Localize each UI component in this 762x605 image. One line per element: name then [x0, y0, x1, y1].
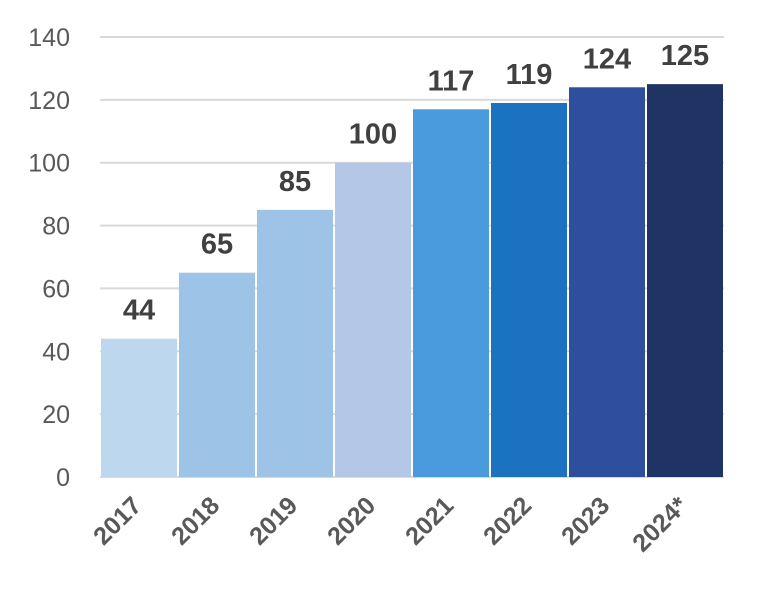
- y-tick-label: 20: [42, 401, 70, 429]
- data-label: 124: [583, 43, 631, 75]
- y-tick-label: 60: [42, 275, 70, 303]
- bar: [335, 162, 411, 477]
- data-labels: 44 65 85 100 117 119 124 125: [123, 40, 709, 327]
- bar: [647, 84, 723, 478]
- data-label: 85: [279, 166, 311, 198]
- data-label: 119: [506, 59, 553, 91]
- bar: [179, 272, 255, 477]
- y-tick-label: 80: [42, 213, 70, 241]
- y-tick-label: 140: [28, 24, 70, 52]
- x-category-label: 2020: [322, 491, 381, 550]
- y-tick-label: 120: [28, 87, 70, 115]
- y-tick-label: 100: [28, 150, 70, 178]
- bars: [101, 84, 723, 478]
- x-category-label: 2021: [400, 491, 459, 550]
- data-label: 125: [661, 40, 709, 72]
- bar: [101, 338, 177, 477]
- y-tick-label: 40: [42, 338, 70, 366]
- data-label: 44: [123, 295, 155, 327]
- x-category-label: 2019: [244, 491, 303, 550]
- bar: [257, 209, 333, 477]
- bar: [569, 87, 645, 478]
- y-tick-label: 0: [56, 464, 70, 492]
- x-category-label: 2023: [556, 491, 615, 550]
- x-axis-category-labels: 2017 2018 2019 2020 2021 2022 2023 2024*: [88, 491, 693, 557]
- x-category-label: 2017: [88, 491, 147, 550]
- y-axis-tick-labels: 0 20 40 60 80 100 120 140: [28, 24, 70, 492]
- data-label: 117: [428, 65, 475, 97]
- data-label: 65: [201, 229, 233, 261]
- x-category-label: 2018: [166, 491, 225, 550]
- bar: [413, 109, 489, 478]
- x-category-label: 2022: [478, 491, 537, 550]
- data-label: 100: [349, 119, 397, 151]
- x-category-label: 2024*: [627, 491, 693, 557]
- bar: [491, 103, 567, 477]
